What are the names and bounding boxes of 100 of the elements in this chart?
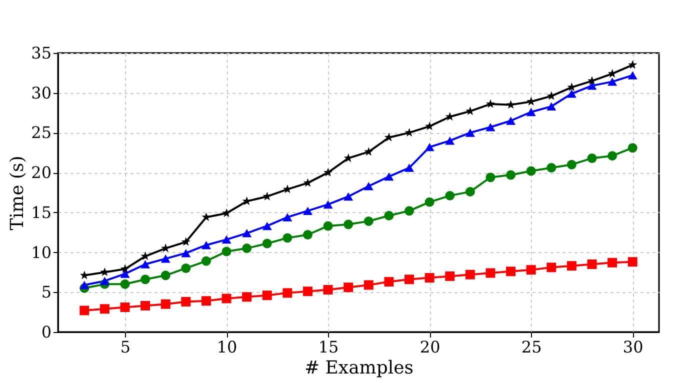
point (526, 166, 536, 176)
point (201, 241, 211, 250)
point (566, 160, 576, 170)
point (282, 213, 292, 222)
x-tick-label: 20 (420, 338, 440, 356)
point (181, 296, 191, 306)
point (628, 71, 638, 80)
point (120, 270, 130, 278)
point (302, 286, 312, 296)
point (262, 222, 272, 230)
point (526, 108, 536, 116)
point (80, 280, 90, 290)
point (181, 263, 191, 273)
point (384, 172, 394, 181)
point (566, 261, 576, 271)
point (120, 279, 130, 289)
point (80, 270, 89, 280)
point (628, 60, 638, 69)
point (384, 210, 394, 220)
point (140, 300, 150, 310)
point (222, 235, 232, 244)
point (160, 254, 170, 263)
point (344, 220, 354, 230)
point (222, 294, 232, 304)
point (181, 248, 191, 258)
point (546, 91, 556, 100)
y-tick-label: 0 (41, 322, 52, 342)
x-tick-label: 30 (622, 338, 644, 356)
point (100, 267, 110, 276)
y-axis-title: Time (s) (7, 156, 28, 230)
point (160, 270, 170, 280)
point (302, 230, 312, 240)
x-tick-label: 5 (120, 338, 131, 356)
point (465, 270, 475, 280)
x-axis-title: # Examples (304, 358, 414, 378)
point (404, 164, 414, 172)
y-tick-label: 30 (31, 83, 52, 102)
point (344, 282, 354, 292)
point (587, 82, 597, 90)
point (324, 168, 333, 176)
point (242, 244, 252, 254)
point (404, 206, 414, 216)
point (587, 153, 597, 163)
point (546, 163, 556, 173)
point (364, 216, 374, 226)
point (201, 296, 211, 306)
point (566, 90, 576, 98)
point (486, 99, 495, 108)
point (608, 258, 618, 268)
point (465, 128, 475, 137)
point (404, 274, 414, 284)
point (80, 306, 90, 316)
point (242, 292, 252, 302)
point (364, 182, 374, 190)
point (140, 274, 150, 284)
point (445, 271, 455, 281)
x-tick-label: 25 (521, 338, 542, 356)
point (506, 100, 516, 109)
y-tick-label: 25 (31, 123, 52, 142)
point (100, 276, 110, 286)
point (486, 123, 496, 132)
point (364, 147, 374, 156)
point (445, 190, 455, 200)
point (323, 221, 333, 231)
point (120, 264, 130, 273)
point (302, 206, 312, 215)
y-tick-label: 35 (31, 44, 52, 62)
point (262, 290, 272, 300)
point (222, 246, 232, 256)
point (120, 302, 130, 312)
point (445, 136, 455, 145)
point (424, 273, 434, 283)
point (608, 78, 618, 86)
point (262, 238, 272, 248)
point (506, 266, 516, 276)
point (282, 288, 292, 298)
point (364, 280, 374, 290)
point (323, 200, 333, 209)
x-tick-label: 10 (216, 338, 238, 356)
point (546, 102, 556, 111)
point (384, 277, 394, 287)
point (486, 172, 496, 182)
point (506, 116, 516, 125)
point (303, 178, 312, 187)
point (384, 132, 394, 142)
point (506, 170, 516, 180)
point (628, 257, 638, 267)
point (242, 229, 252, 238)
point (160, 299, 170, 309)
y-tick-label: 15 (31, 202, 52, 222)
point (425, 122, 434, 130)
point (181, 237, 190, 246)
point (202, 212, 211, 222)
point (344, 192, 354, 201)
y-tick-label: 10 (31, 242, 52, 262)
point (546, 262, 556, 272)
y-tick-label: 5 (41, 282, 52, 302)
point (100, 304, 110, 314)
point (587, 260, 597, 269)
point (424, 142, 434, 152)
